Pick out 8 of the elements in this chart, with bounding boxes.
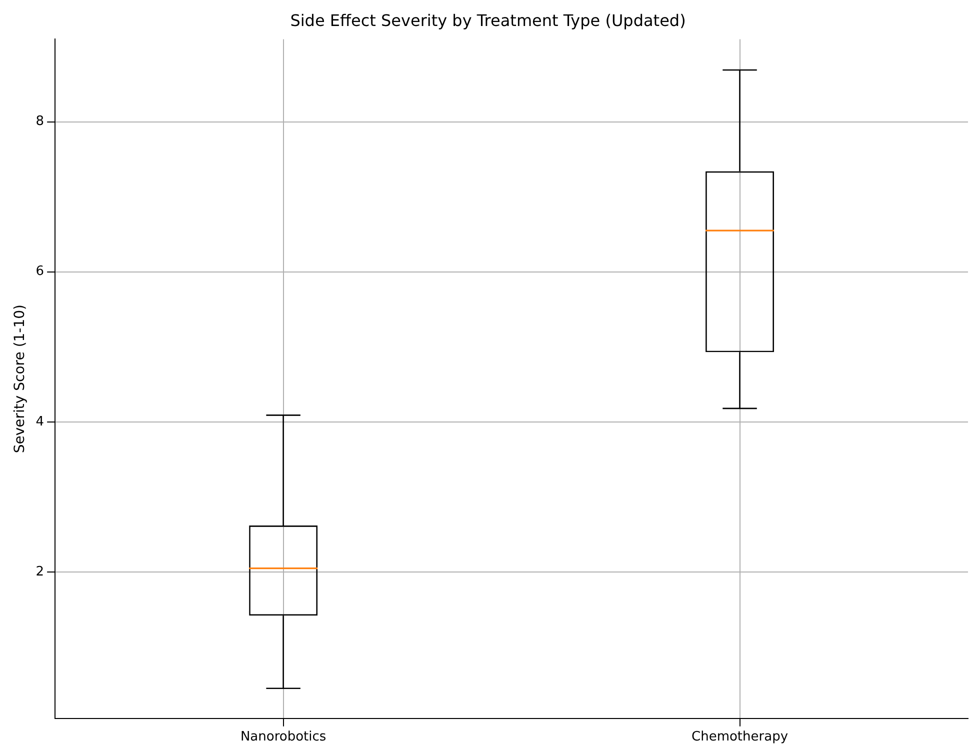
- y-axis-title: Severity Score (1-10): [12, 304, 28, 454]
- chart-title: Side Effect Severity by Treatment Type (Updated): [290, 10, 686, 30]
- y-tick-label: 2: [36, 564, 44, 580]
- y-tick-label: 4: [36, 414, 44, 430]
- x-tick-label: Chemotherapy: [692, 730, 788, 745]
- x-tick-label: Nanorobotics: [240, 730, 326, 745]
- y-tick-label: 8: [36, 114, 44, 130]
- y-tick-label: 6: [36, 264, 44, 280]
